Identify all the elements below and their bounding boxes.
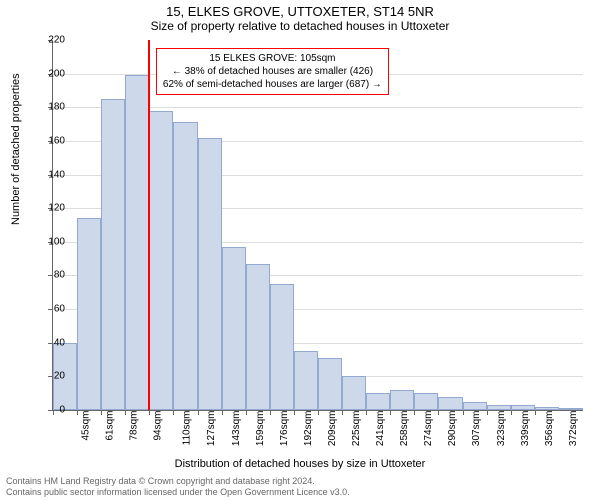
x-tick-label: 356sqm	[544, 411, 555, 447]
histogram-bar	[198, 138, 222, 410]
x-tick-mark	[198, 410, 199, 415]
x-tick-mark	[246, 410, 247, 415]
x-tick-label: 372sqm	[568, 411, 579, 447]
histogram-bar	[77, 218, 101, 410]
x-tick-label: 143sqm	[231, 411, 242, 447]
y-tick-label: 160	[35, 135, 65, 146]
x-tick-mark	[149, 410, 150, 415]
histogram-bar	[294, 351, 318, 410]
y-axis-label: Number of detached properties	[10, 73, 22, 225]
histogram-bar	[463, 402, 487, 410]
x-tick-label: 45sqm	[81, 411, 92, 441]
x-tick-label: 209sqm	[327, 411, 338, 447]
histogram-bar	[125, 75, 149, 410]
x-tick-label: 258sqm	[399, 411, 410, 447]
y-tick-label: 200	[35, 68, 65, 79]
histogram-bar	[149, 111, 173, 410]
x-tick-mark	[463, 410, 464, 415]
plot-area: 45sqm61sqm78sqm94sqm110sqm127sqm143sqm15…	[52, 40, 583, 411]
x-tick-label: 61sqm	[105, 411, 116, 441]
histogram-bar	[318, 358, 342, 410]
x-tick-mark	[366, 410, 367, 415]
histogram-bar	[366, 393, 390, 410]
x-tick-label: 241sqm	[375, 411, 386, 447]
x-tick-label: 290sqm	[447, 411, 458, 447]
x-tick-mark	[342, 410, 343, 415]
x-tick-mark	[294, 410, 295, 415]
histogram-bar	[438, 397, 462, 410]
annotation-line: ← 38% of detached houses are smaller (42…	[163, 65, 382, 78]
x-tick-label: 94sqm	[153, 411, 164, 441]
x-axis-label: Distribution of detached houses by size …	[0, 458, 600, 470]
histogram-bar	[342, 376, 366, 410]
x-tick-mark	[173, 410, 174, 415]
x-tick-label: 192sqm	[303, 411, 314, 447]
x-tick-label: 78sqm	[129, 411, 140, 441]
histogram-bar	[487, 405, 511, 410]
histogram-bar	[101, 99, 125, 410]
y-tick-label: 40	[35, 337, 65, 348]
x-tick-label: 323sqm	[496, 411, 507, 447]
y-tick-label: 0	[35, 405, 65, 416]
footer-line-1: Contains HM Land Registry data © Crown c…	[6, 476, 350, 487]
y-tick-label: 220	[35, 35, 65, 46]
x-tick-mark	[270, 410, 271, 415]
histogram-bar	[173, 122, 197, 410]
x-tick-label: 159sqm	[255, 411, 266, 447]
histogram-bar	[511, 405, 535, 410]
x-tick-label: 274sqm	[423, 411, 434, 447]
x-tick-label: 127sqm	[207, 411, 218, 447]
histogram-bar	[246, 264, 270, 410]
page-subtitle: Size of property relative to detached ho…	[0, 19, 600, 33]
x-tick-label: 339sqm	[520, 411, 531, 447]
histogram-bar	[270, 284, 294, 410]
x-tick-mark	[511, 410, 512, 415]
x-tick-label: 110sqm	[182, 411, 193, 446]
x-tick-mark	[390, 410, 391, 415]
page-title: 15, ELKES GROVE, UTTOXETER, ST14 5NR	[0, 4, 600, 19]
histogram-chart: 45sqm61sqm78sqm94sqm110sqm127sqm143sqm15…	[52, 40, 582, 410]
histogram-bar	[535, 407, 559, 410]
x-tick-mark	[535, 410, 536, 415]
y-tick-label: 140	[35, 169, 65, 180]
x-tick-mark	[77, 410, 78, 415]
x-tick-label: 225sqm	[351, 411, 362, 447]
y-tick-label: 60	[35, 304, 65, 315]
histogram-bar	[390, 390, 414, 410]
x-tick-mark	[318, 410, 319, 415]
x-tick-label: 307sqm	[472, 411, 483, 447]
x-tick-label: 176sqm	[279, 411, 290, 447]
footer-line-2: Contains public sector information licen…	[6, 487, 350, 498]
x-tick-mark	[222, 410, 223, 415]
footer-attribution: Contains HM Land Registry data © Crown c…	[6, 476, 350, 498]
reference-line	[148, 40, 150, 410]
annotation-box: 15 ELKES GROVE: 105sqm← 38% of detached …	[156, 48, 389, 95]
y-tick-label: 120	[35, 203, 65, 214]
y-tick-label: 180	[35, 102, 65, 113]
x-tick-mark	[101, 410, 102, 415]
x-tick-mark	[487, 410, 488, 415]
y-tick-label: 100	[35, 236, 65, 247]
histogram-bar	[414, 393, 438, 410]
y-tick-label: 20	[35, 371, 65, 382]
y-tick-label: 80	[35, 270, 65, 281]
x-tick-mark	[125, 410, 126, 415]
histogram-bar	[222, 247, 246, 410]
x-tick-mark	[414, 410, 415, 415]
annotation-line: 15 ELKES GROVE: 105sqm	[163, 52, 382, 65]
annotation-line: 62% of semi-detached houses are larger (…	[163, 78, 382, 91]
x-tick-mark	[438, 410, 439, 415]
